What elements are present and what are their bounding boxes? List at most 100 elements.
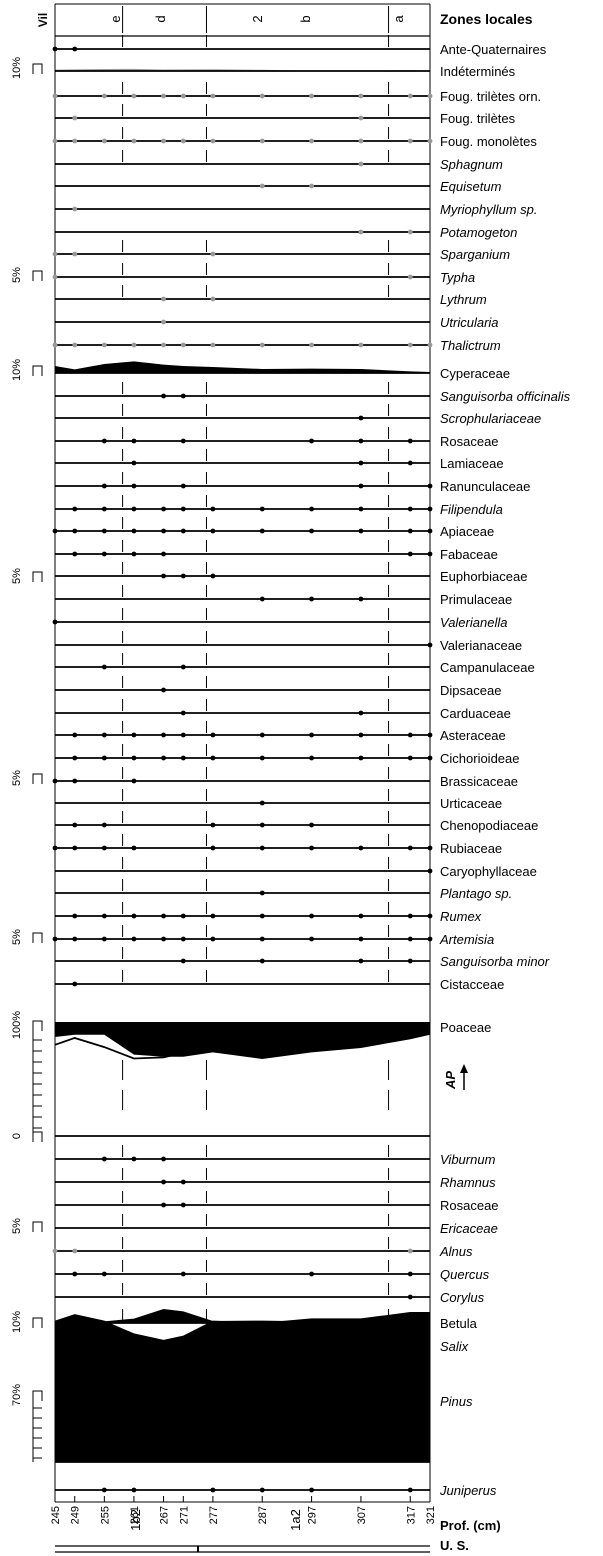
sample-dot-foug-triletes-orn: [407, 93, 413, 99]
sample-dot-apiaceae: [101, 528, 107, 534]
taxon-label-chenopodiaceae: Chenopodiaceae: [440, 818, 538, 833]
sample-dot-rhamnus: [161, 1179, 166, 1185]
sample-dot-thalictrum: [180, 342, 186, 348]
sample-dot-euphorbiaceae: [161, 573, 166, 579]
taxon-label-asteraceae: Asteraceae: [440, 728, 506, 743]
sample-dot-primulaceae: [309, 596, 314, 602]
scale-bracket: [32, 773, 43, 784]
sample-dot-rosaceae: [131, 438, 137, 444]
sample-dot-apiaceae: [259, 528, 265, 534]
sample-dot-asteraceae: [210, 732, 216, 738]
sample-dot-asteraceae: [180, 732, 186, 738]
taxon-label-lamiaceae: Lamiaceae: [440, 456, 504, 471]
scale-label: 10%: [11, 57, 23, 79]
sample-dot-cistacceae: [72, 981, 78, 987]
sample-dot-urticaceae: [259, 800, 265, 806]
taxon-label-equisetum: Equisetum: [440, 179, 502, 194]
depth-tick-label: 297: [307, 1506, 319, 1524]
taxon-label-poaceae: Poaceae: [440, 1020, 491, 1035]
depth-tick-label: 267: [159, 1506, 171, 1524]
sample-dot-chenopodiaceae: [210, 822, 216, 828]
sample-dot-thalictrum: [52, 342, 58, 348]
sample-dot-asteraceae: [358, 732, 364, 738]
sample-dot-foug-triletes-orn: [427, 93, 433, 99]
taxon-label-urticaceae: Urticaceae: [440, 796, 502, 811]
sample-dot-rosaceae: [101, 438, 107, 444]
sample-dot-cichorioideae: [259, 755, 265, 761]
sample-dot-chenopodiaceae: [259, 822, 265, 828]
sample-dot-viburnum: [131, 1156, 137, 1162]
sample-dot-foug-monoletes: [358, 138, 364, 144]
sample-dot-alnus: [407, 1248, 413, 1254]
sample-dot-rumex: [131, 913, 137, 919]
sample-dot-fabaceae: [161, 551, 166, 557]
sample-dot-artemisia: [427, 936, 433, 942]
sample-dot-rubiaceae: [407, 845, 413, 851]
scale-label: 5%: [11, 568, 23, 584]
sample-dot-sparganium: [52, 251, 58, 257]
sample-dot-asteraceae: [101, 732, 107, 738]
sample-dot-rubiaceae: [259, 845, 265, 851]
sample-dot-foug-triletes-orn: [180, 93, 186, 99]
sample-dot-utricularia: [161, 319, 166, 325]
sample-dot-asteraceae: [407, 732, 413, 738]
taxon-label-lythrum: Lythrum: [440, 292, 487, 307]
sample-dot-artemisia: [72, 936, 78, 942]
sample-dot-filipendula: [101, 506, 107, 512]
sample-dot-sparganium: [210, 251, 216, 257]
sample-dot-filipendula: [72, 506, 78, 512]
scale-label: 70%: [11, 1384, 23, 1406]
sample-dot-typha: [407, 274, 413, 280]
scale-bracket: [32, 1131, 43, 1142]
sample-dot-apiaceae: [52, 528, 58, 534]
taxon-label-sparganium: Sparganium: [440, 247, 510, 262]
sample-dot-cichorioideae: [309, 755, 314, 761]
taxon-label-cistacceae: Cistacceae: [440, 977, 504, 992]
sample-dot-potamogeton: [407, 229, 413, 235]
sample-dot-rumex: [210, 913, 216, 919]
taxon-label-sanguisorba-minor: Sanguisorba minor: [440, 954, 550, 969]
scale-label: 100%: [11, 1011, 23, 1039]
sample-dot-foug-triletes-orn: [131, 93, 137, 99]
cyperaceae-curve: [55, 361, 430, 373]
sample-dot-brassicaceae: [52, 778, 58, 784]
taxon-label-thalictrum: Thalictrum: [440, 338, 501, 353]
taxon-label-carduaceae: Carduaceae: [440, 706, 511, 721]
us-label: U. S.: [440, 1538, 469, 1553]
taxon-label-salix: Salix: [440, 1339, 469, 1354]
depth-axis-label: Prof. (cm): [440, 1518, 501, 1533]
zone-label-b: b: [298, 15, 313, 22]
depth-tick-label: 255: [99, 1506, 111, 1524]
taxon-label-filipendula: Filipendula: [440, 502, 503, 517]
taxon-label-sanguisorba-officinalis: Sanguisorba officinalis: [440, 389, 571, 404]
zone-label-2: 2: [250, 15, 265, 22]
sample-dot-foug-triletes-orn: [161, 93, 166, 99]
sample-dot-foug-monoletes: [52, 138, 58, 144]
sample-dot-equisetum: [309, 183, 314, 189]
ap-arrow-head: [460, 1064, 468, 1073]
betula-curve: [55, 1309, 430, 1323]
sample-dot-cichorioideae: [161, 755, 166, 761]
scale-label: 5%: [11, 1218, 23, 1234]
sample-dot-ante-quaternaires: [52, 46, 58, 52]
sample-dot-rubiaceae: [101, 845, 107, 851]
us-unit-1b2: 1b2: [128, 1509, 143, 1531]
sample-dot-juniperus: [309, 1487, 314, 1493]
sample-dot-euphorbiaceae: [210, 573, 216, 579]
sample-dot-quercus: [72, 1271, 78, 1277]
sample-dot-foug-triletes-orn: [52, 93, 58, 99]
sample-dot-rubiaceae: [131, 845, 137, 851]
sample-dot-sphagnum: [358, 161, 364, 167]
sample-dot-ranunculaceae: [101, 483, 107, 489]
sample-dot-rosaceae: [180, 438, 186, 444]
taxon-label-valerianella: Valerianella: [440, 615, 507, 630]
sample-dot-rumex: [161, 913, 166, 919]
sample-dot-filipendula: [309, 506, 314, 512]
taxon-label-euphorbiaceae: Euphorbiaceae: [440, 569, 527, 584]
taxon-label-brassicaceae: Brassicaceae: [440, 774, 518, 789]
sample-dot-brassicaceae: [131, 778, 137, 784]
ap-curve: [54, 1032, 431, 1060]
zone-label-a: a: [391, 15, 406, 23]
sample-dot-foug-triletes: [358, 115, 364, 121]
